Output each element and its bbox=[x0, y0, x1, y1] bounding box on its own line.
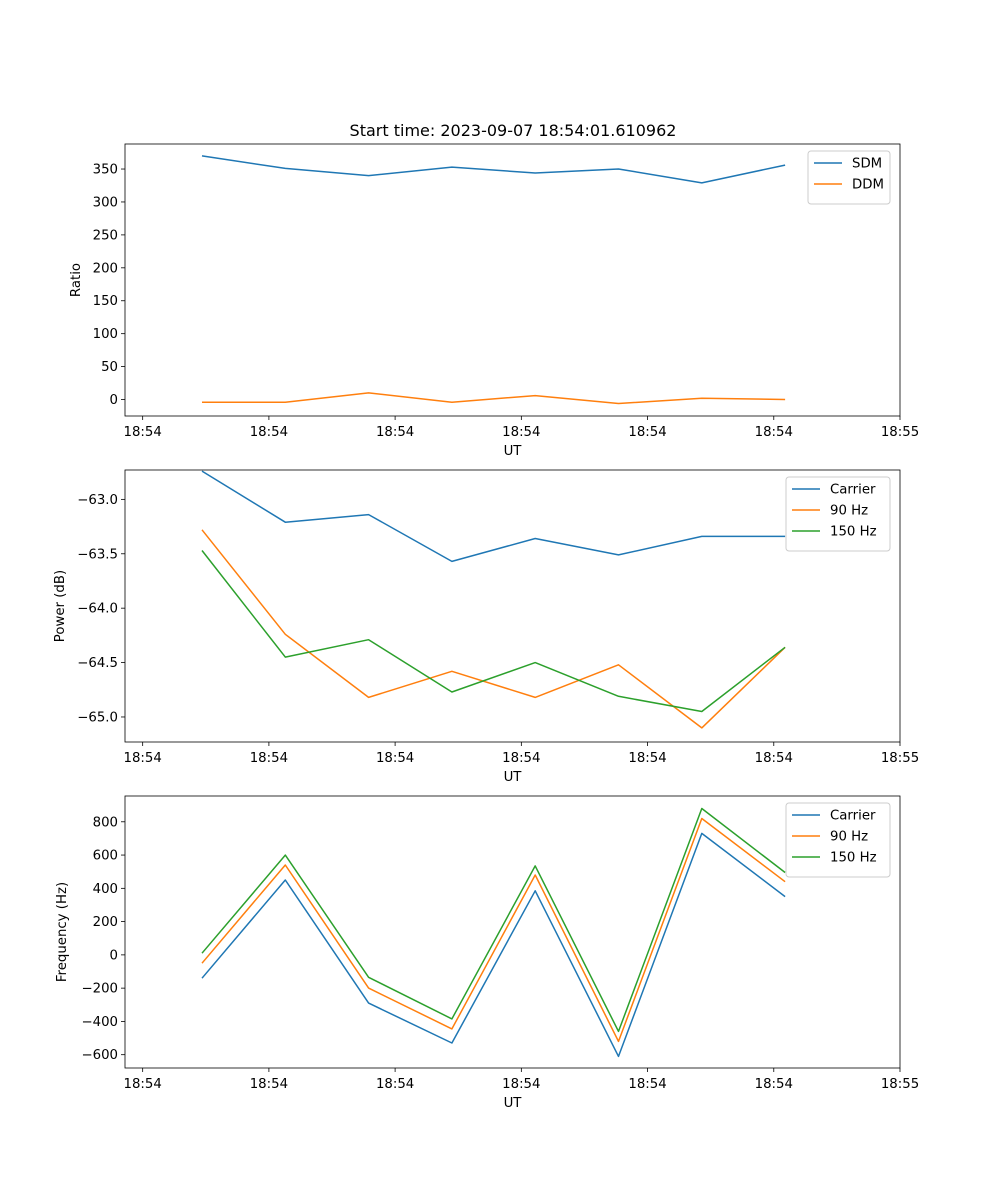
x-tick-label: 18:54 bbox=[376, 425, 414, 440]
y-tick-label: −64.0 bbox=[77, 602, 118, 617]
y-tick-label: −63.5 bbox=[77, 547, 118, 562]
legend-label: SDM bbox=[852, 157, 882, 172]
x-axis-label: UT bbox=[504, 770, 523, 785]
axes-frame bbox=[124, 469, 901, 743]
legend: Carrier 90 Hz 150 Hz bbox=[785, 802, 891, 878]
y-tick-label: 0 bbox=[110, 948, 118, 963]
y-tick-label: −400 bbox=[81, 1015, 118, 1030]
y-tick-label: 600 bbox=[93, 849, 118, 864]
series-line-sdm bbox=[201, 155, 786, 184]
y-tick-label: 800 bbox=[93, 815, 118, 830]
y-tick-label: −65.0 bbox=[77, 710, 118, 725]
series-line-150-hz bbox=[201, 550, 786, 713]
x-tick-label: 18:54 bbox=[250, 1077, 288, 1092]
y-tick-label: −600 bbox=[81, 1048, 118, 1063]
x-tick-label: 18:55 bbox=[881, 425, 919, 440]
chart-2: 18:54 18:54 18:54 18:54 18:54 18:54 18:55 −63.0… bbox=[53, 469, 919, 785]
x-tick-label: 18:54 bbox=[755, 425, 793, 440]
x-tick-label: 18:54 bbox=[755, 751, 793, 766]
x-tick-label: 18:54 bbox=[124, 1077, 162, 1092]
y-tick-label: 400 bbox=[93, 882, 118, 897]
series-line-150-hz bbox=[201, 807, 786, 1033]
x-axis-label: UT bbox=[504, 1096, 523, 1111]
x-tick-label: 18:54 bbox=[250, 425, 288, 440]
y-tick-label: 100 bbox=[93, 327, 118, 342]
x-tick-label: 18:54 bbox=[755, 1077, 793, 1092]
legend-label: 150 Hz bbox=[830, 851, 877, 866]
x-tick-label: 18:54 bbox=[628, 751, 666, 766]
legend-box bbox=[785, 476, 891, 552]
x-axis-label: UT bbox=[504, 444, 523, 459]
legend-box bbox=[807, 150, 891, 205]
y-tick-label: 200 bbox=[93, 915, 118, 930]
y-tick-label: 50 bbox=[101, 360, 118, 375]
y-axis-label: Power (dB) bbox=[53, 570, 68, 642]
legend-label: Carrier bbox=[830, 809, 876, 824]
x-tick-label: 18:54 bbox=[502, 751, 540, 766]
series-line-carrier bbox=[201, 832, 786, 1058]
x-tick-label: 18:54 bbox=[124, 751, 162, 766]
x-tick-label: 18:54 bbox=[502, 1077, 540, 1092]
y-tick-label: −63.0 bbox=[77, 493, 118, 508]
charts: 18:54 18:54 18:54 18:54 18:54 18:54 18:55 0 50 10… bbox=[53, 143, 919, 1111]
chart-3: 18:54 18:54 18:54 18:54 18:54 18:54 18:55 −600 −… bbox=[55, 795, 919, 1111]
axes-frame bbox=[124, 143, 901, 417]
y-tick-label: −64.5 bbox=[77, 656, 118, 671]
x-tick-label: 18:55 bbox=[881, 751, 919, 766]
legend: Carrier 90 Hz 150 Hz bbox=[785, 476, 891, 552]
legend-label: Carrier bbox=[830, 483, 876, 498]
y-tick-label: 150 bbox=[93, 294, 118, 309]
x-tick-label: 18:54 bbox=[628, 1077, 666, 1092]
series-line-ddm bbox=[202, 392, 786, 405]
figure-title: Start time: 2023-09-07 18:54:01.610962 bbox=[350, 121, 677, 140]
y-tick-label: −200 bbox=[81, 982, 118, 997]
series-line-90-hz bbox=[201, 817, 786, 1043]
legend-label: 150 Hz bbox=[830, 525, 877, 540]
chart-1: 18:54 18:54 18:54 18:54 18:54 18:54 18:55 0 50 10… bbox=[69, 143, 919, 459]
y-tick-label: 350 bbox=[93, 163, 118, 178]
y-tick-label: 200 bbox=[93, 261, 118, 276]
y-tick-label: 0 bbox=[110, 393, 118, 408]
legend-label: 90 Hz bbox=[830, 830, 868, 845]
legend-label: DDM bbox=[852, 178, 884, 193]
legend-label: 90 Hz bbox=[830, 504, 868, 519]
x-tick-label: 18:54 bbox=[376, 1077, 414, 1092]
x-tick-label: 18:54 bbox=[250, 751, 288, 766]
legend-box bbox=[785, 802, 891, 878]
y-axis-label: Frequency (Hz) bbox=[55, 882, 70, 982]
legend: SDM DDM bbox=[807, 150, 891, 205]
x-tick-label: 18:55 bbox=[881, 1077, 919, 1092]
x-tick-label: 18:54 bbox=[124, 425, 162, 440]
series-line-90-hz bbox=[201, 529, 786, 729]
y-tick-label: 250 bbox=[93, 228, 118, 243]
y-tick-label: 300 bbox=[93, 195, 118, 210]
x-tick-label: 18:54 bbox=[376, 751, 414, 766]
axes-frame bbox=[124, 795, 901, 1069]
series-line-carrier bbox=[201, 470, 786, 563]
y-axis-label: Ratio bbox=[69, 263, 84, 297]
x-tick-label: 18:54 bbox=[502, 425, 540, 440]
x-tick-label: 18:54 bbox=[628, 425, 666, 440]
